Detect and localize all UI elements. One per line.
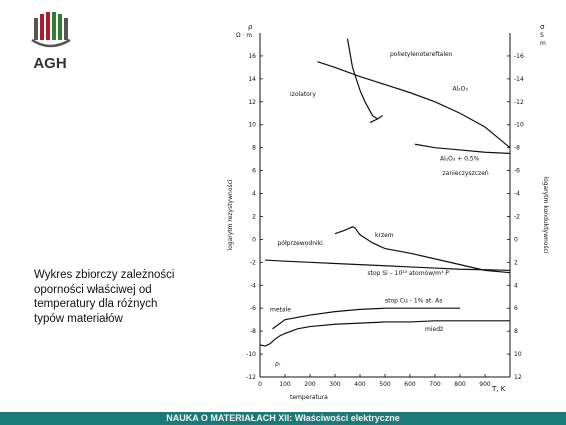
x-tick-label: 0 (258, 381, 262, 388)
series-line-5 (334, 226, 511, 274)
x-tick-label: 800 (454, 381, 466, 388)
series-line-7 (272, 307, 460, 330)
x-tick-label: 900 (479, 381, 491, 388)
annotation-11: miedź (425, 326, 443, 333)
logo-bar-gray-1 (34, 18, 38, 40)
annotation-3: Al₂O₃ (453, 85, 469, 92)
right-unit-symbol: σ (540, 23, 545, 31)
slide-footer: NAUKA O MATERIAŁACH XII: Właściwości ele… (0, 412, 566, 425)
y-tick-label-right: 2 (514, 259, 518, 266)
y-tick-label-right: 0 (514, 236, 518, 243)
x-tick-label: 100 (279, 381, 291, 388)
series-line-1 (346, 38, 378, 120)
y-tick-label-left: 16 (248, 53, 256, 60)
y-tick-label-right: 10 (514, 351, 522, 358)
logo-bar-gray-2 (64, 18, 68, 40)
y-tick-label-left: 4 (252, 191, 256, 198)
right-unit-num: S (540, 32, 544, 39)
y-tick-label-right: 6 (514, 305, 518, 312)
y-tick-label-right: -8 (514, 145, 520, 152)
logo-text: AGH (33, 55, 66, 72)
annotation-2: izolatory (290, 91, 316, 98)
series-line-2 (369, 115, 383, 123)
y-tick-label-left: -2 (250, 259, 256, 266)
y-tick-label-right: -4 (514, 191, 520, 198)
annotation-7: półprzewodniki (278, 240, 324, 247)
right-unit-den: m (540, 40, 546, 47)
y-tick-label-left: 6 (252, 168, 256, 175)
y-tick-label-right: 12 (514, 374, 522, 381)
y-tick-label-right: -2 (514, 213, 520, 220)
annotation-10: metale (270, 307, 291, 314)
y-tick-label-left: 0 (252, 236, 256, 243)
y-tick-label-right: 4 (514, 282, 518, 289)
series-line-6 (264, 259, 511, 271)
caption-line-4: typów materiałów (34, 312, 123, 325)
y-tick-label-left: -10 (246, 351, 256, 358)
x-tick-label: 300 (329, 381, 341, 388)
y-tick-label-left: 2 (252, 213, 256, 220)
y-tick-label-left: -12 (246, 374, 256, 381)
caption-line-3: temperatury dla różnych (34, 298, 158, 310)
logo-bar-red-2 (46, 12, 50, 40)
y-tick-label-right: -6 (514, 168, 520, 175)
annotation-6: krzem (375, 232, 394, 239)
y-tick-label-left: 10 (248, 122, 256, 129)
agh-logo: AGH (31, 12, 71, 72)
y-tick-label-left: 14 (248, 76, 256, 83)
annotation-9: stop Cu - 1% at. As (385, 297, 442, 304)
left-unit-symbol: ρ (248, 23, 253, 31)
logo-bar-green-1 (52, 12, 56, 40)
x-tick-label: 200 (304, 381, 316, 388)
chart-annotations: polietylenotereftalen izolatory Al₂O₃ Al₂O₃… (270, 51, 489, 368)
y-tick-label-left: 8 (252, 145, 256, 152)
logo-arc (31, 38, 71, 48)
x-tick-label: 600 (404, 381, 416, 388)
y-tick-label-left: -8 (250, 328, 256, 335)
x-axis-unit: T, K (491, 385, 506, 393)
caption-line-2: oporności właściwej od (34, 283, 152, 296)
annotation-4: Al₂O₃ + 0,5% (440, 155, 480, 162)
annotation-12: ρᵣ (275, 361, 281, 368)
annotation-5: zanieczyszczeń (443, 170, 489, 177)
series-line-8 (259, 320, 510, 347)
y-axis-label-left: logarytm rezystywności (227, 179, 234, 251)
slide-caption: Wykres zbiorczy zależności oporności wła… (34, 268, 234, 326)
resistivity-chart: 16 -16 14 -14 12 -12 10 -10 8 -8 6 -6 4 -4 2 -2 0 0 -2 2 -4 4… (227, 23, 549, 401)
left-unit-label: Ω · m (236, 32, 252, 39)
y-tick-label-right: -10 (514, 122, 524, 129)
x-tick-label: 700 (429, 381, 441, 388)
y-tick-label-left: -6 (250, 305, 256, 312)
y-tick-label-right: -14 (514, 76, 524, 83)
y-tick-label-left: 12 (248, 99, 256, 106)
x-tick-label: 500 (379, 381, 391, 388)
y-axis-label-right: logarytm konduktywności (542, 176, 549, 253)
series-line-4 (414, 143, 511, 154)
logo-bar-green-2 (58, 14, 62, 40)
logo-bar-red-1 (40, 14, 44, 40)
y-tick-label-left: -4 (250, 282, 256, 289)
y-tick-label-right: -16 (514, 53, 524, 60)
chart-curves (259, 38, 511, 347)
series-line-3 (317, 61, 511, 149)
annotation-8: stop Si – 10²³ atomów/m³ P (368, 270, 450, 277)
y-tick-label-right: -12 (514, 99, 524, 106)
x-axis-label: temperatura (290, 394, 328, 401)
annotation-1: polietylenotereftalen (390, 51, 453, 58)
y-tick-label-right: 8 (514, 328, 518, 335)
chart-axes: 16 -16 14 -14 12 -12 10 -10 8 -8 6 -6 4 -4 2 -2 0 0 -2 2 -4 4… (246, 33, 524, 388)
x-tick-label: 400 (354, 381, 366, 388)
caption-line-1: Wykres zbiorczy zależności (34, 269, 175, 281)
